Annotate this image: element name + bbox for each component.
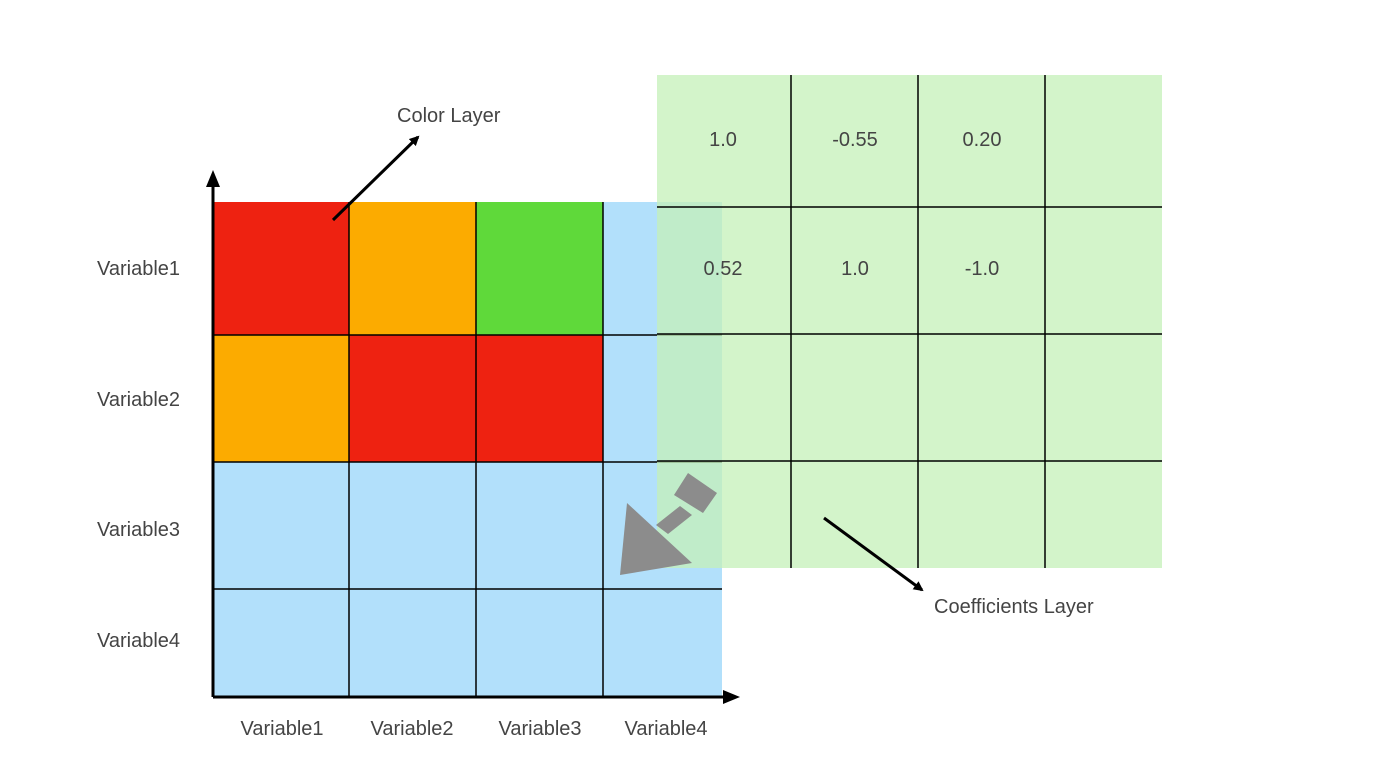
color-cell-r2-c3 [476, 335, 603, 462]
color-cell-r4-c2 [349, 589, 476, 697]
coefficient-r2-c2: 1.0 [841, 258, 869, 280]
coefficient-r1-c3: 0.20 [962, 129, 1002, 151]
color-cell-r3-c2 [349, 462, 476, 589]
color-cell-r1-c2 [349, 202, 476, 335]
coefficients-layer-pointer-arrow [823, 516, 924, 592]
color-layer-grid [213, 202, 722, 697]
color-cell-r3-c3 [476, 462, 603, 589]
color-cell-r4-c4 [603, 589, 722, 697]
color-layer-label: Color Layer [397, 105, 501, 127]
row-label-variable1: Variable1 [97, 258, 181, 280]
col-label-variable4: Variable4 [624, 718, 708, 740]
merge-arrow-icon [620, 473, 717, 575]
coefficients-layer [657, 75, 1162, 568]
color-layer [214, 202, 722, 697]
color-cell-r1-c1 [214, 202, 349, 335]
y-axis-arrowhead [206, 170, 220, 187]
color-cell-r4-c1 [214, 589, 349, 697]
col-label-variable3: Variable3 [498, 718, 582, 740]
color-cell-r2-c1 [214, 335, 349, 462]
color-cell-r4-c3 [476, 589, 603, 697]
coefficient-r2-c3: -1.0 [964, 258, 1000, 280]
coefficient-r1-c2: -0.55 [832, 129, 878, 151]
x-axis-arrowhead [723, 690, 740, 704]
color-cell-r2-c2 [349, 335, 476, 462]
color-cell-r1-c3 [476, 202, 603, 335]
col-label-variable1: Variable1 [240, 718, 324, 740]
color-layer-pointer-arrow [331, 135, 420, 222]
coefficients-layer-label: Coefficients Layer [934, 596, 1094, 618]
row-label-variable4: Variable4 [97, 630, 181, 652]
row-label-variable2: Variable2 [97, 389, 181, 411]
col-label-variable2: Variable2 [370, 718, 454, 740]
color-cell-r3-c1 [214, 462, 349, 589]
axes [211, 178, 728, 699]
row-label-variable3: Variable3 [97, 519, 181, 541]
coefficients-layer-grid [657, 75, 1162, 568]
coefficient-r1-c1: 1.0 [709, 129, 737, 151]
coefficient-r2-c1: 0.52 [703, 258, 743, 280]
